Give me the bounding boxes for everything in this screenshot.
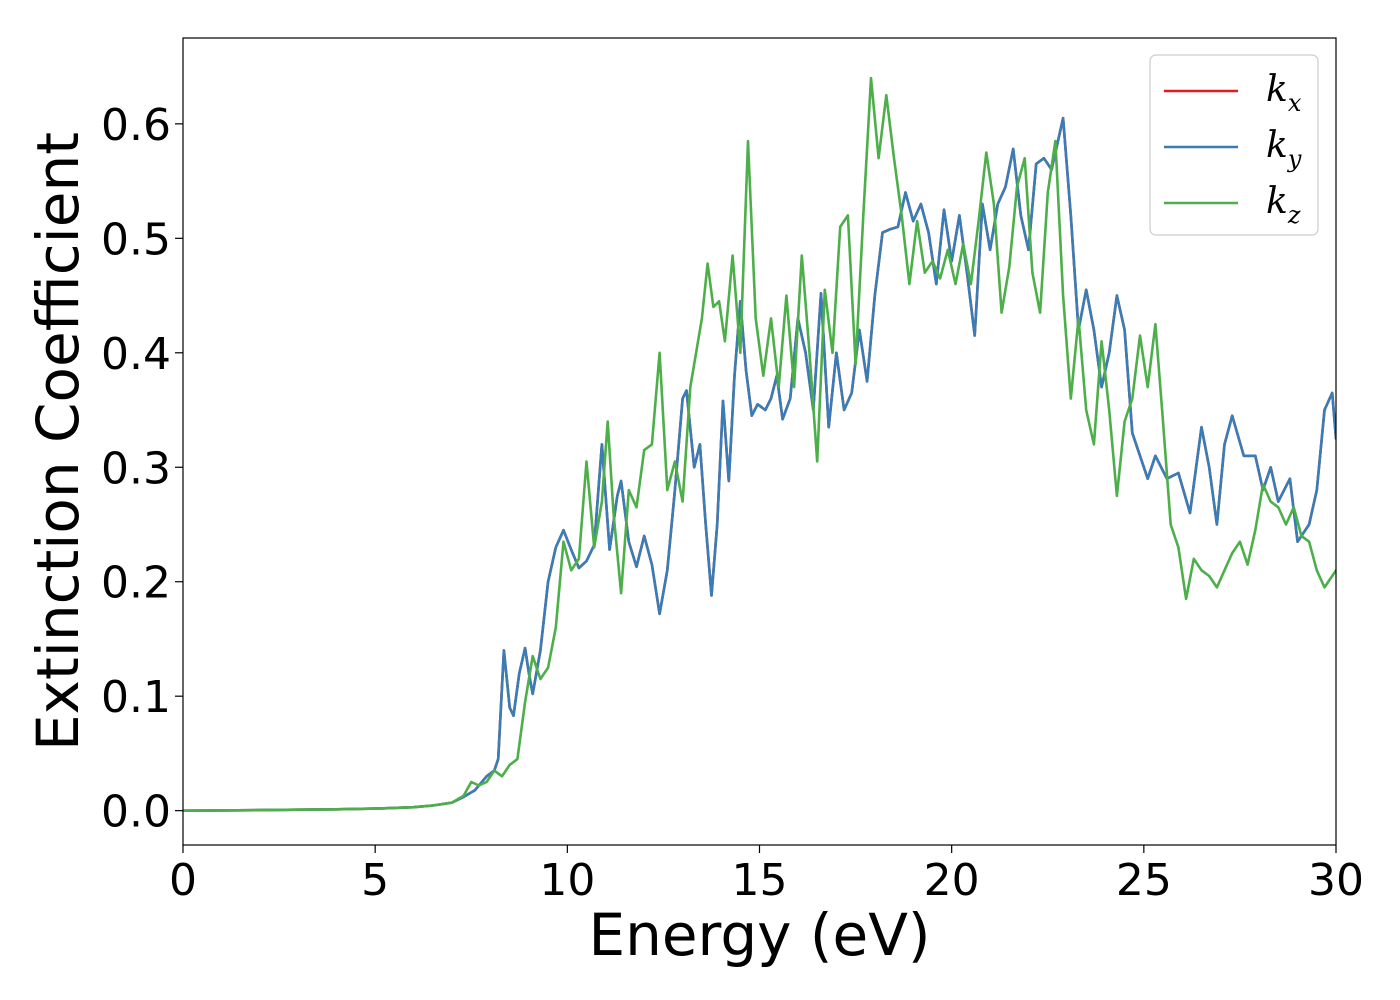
legend-label-kz: kz bbox=[1266, 181, 1301, 229]
x-tick-label: 25 bbox=[1116, 855, 1172, 906]
y-tick-label: 0.1 bbox=[101, 672, 171, 723]
y-tick-label: 0.6 bbox=[101, 100, 171, 151]
legend: kx ky kz bbox=[1149, 54, 1319, 236]
legend-label-ky: ky bbox=[1266, 125, 1302, 173]
legend-label-kx: kx bbox=[1266, 69, 1302, 117]
x-tick-label: 20 bbox=[924, 855, 980, 906]
x-axis: 0 5 10 15 20 25 30 bbox=[169, 845, 1364, 906]
x-tick-label: 15 bbox=[732, 855, 788, 906]
y-tick-label: 0.3 bbox=[101, 443, 171, 494]
series-line-kz bbox=[183, 76, 1336, 812]
series-line-ky bbox=[183, 116, 1336, 812]
y-tick-label: 0.4 bbox=[101, 329, 171, 380]
y-tick-label: 0.2 bbox=[101, 558, 171, 609]
x-tick-label: 0 bbox=[169, 855, 197, 906]
x-tick-label: 30 bbox=[1308, 855, 1364, 906]
y-axis-label: Extinction Coefficient bbox=[24, 132, 92, 751]
legend-box bbox=[1149, 54, 1319, 236]
y-tick-label: 0.5 bbox=[101, 214, 171, 265]
y-tick-label: 0.0 bbox=[101, 787, 171, 838]
series-layer bbox=[183, 76, 1336, 812]
x-tick-label: 10 bbox=[539, 855, 595, 906]
x-axis-label: Energy (eV) bbox=[588, 901, 930, 969]
x-tick-label: 5 bbox=[361, 855, 389, 906]
y-axis: 0.0 0.1 0.2 0.3 0.4 0.5 0.6 bbox=[101, 100, 183, 838]
